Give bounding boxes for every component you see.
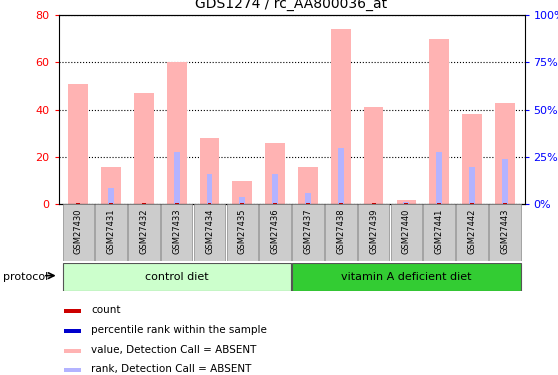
Text: GSM27439: GSM27439 (369, 209, 378, 254)
Bar (292, 204, 324, 261)
Bar (331, 29, 350, 204)
Text: GSM27432: GSM27432 (140, 209, 148, 254)
Text: GSM27435: GSM27435 (238, 209, 247, 254)
Text: percentile rank within the sample: percentile rank within the sample (92, 325, 267, 335)
Bar (62, 262, 291, 291)
Bar (240, 203, 244, 204)
Bar (306, 203, 310, 204)
Bar (405, 203, 408, 204)
Bar (469, 166, 475, 204)
Bar (429, 39, 449, 204)
Text: GSM27442: GSM27442 (468, 209, 477, 254)
Bar (364, 107, 383, 204)
Bar (503, 203, 507, 204)
Bar (339, 203, 343, 204)
Text: GSM27437: GSM27437 (304, 209, 312, 254)
Bar (292, 262, 521, 291)
Bar (502, 159, 508, 204)
Bar (239, 197, 246, 204)
Text: rank, Detection Call = ABSENT: rank, Detection Call = ABSENT (92, 364, 252, 375)
Bar (64, 309, 81, 314)
Text: vitamin A deficient diet: vitamin A deficient diet (341, 272, 472, 282)
Bar (436, 152, 442, 204)
Bar (161, 204, 193, 261)
Text: GSM27440: GSM27440 (402, 209, 411, 254)
Bar (358, 204, 389, 261)
Bar (338, 148, 344, 204)
Text: control diet: control diet (145, 272, 209, 282)
Bar (462, 114, 482, 204)
Bar (194, 204, 225, 261)
Text: value, Detection Call = ABSENT: value, Detection Call = ABSENT (92, 345, 257, 355)
Bar (397, 200, 416, 204)
Text: GSM27441: GSM27441 (435, 209, 444, 254)
Bar (167, 62, 186, 204)
Text: count: count (92, 305, 121, 315)
Bar (265, 143, 285, 204)
Bar (76, 203, 80, 204)
Bar (424, 204, 455, 261)
Text: GSM27436: GSM27436 (271, 209, 280, 254)
Bar (175, 203, 179, 204)
Bar (495, 103, 514, 204)
Bar (142, 203, 146, 204)
Bar (325, 204, 357, 261)
Bar (489, 204, 521, 261)
Bar (95, 204, 127, 261)
Bar (372, 203, 376, 204)
Bar (259, 204, 291, 261)
Title: GDS1274 / rc_AA800036_at: GDS1274 / rc_AA800036_at (195, 0, 388, 11)
Bar (64, 368, 81, 372)
Text: GSM27433: GSM27433 (172, 209, 181, 254)
Bar (69, 84, 88, 204)
Bar (174, 152, 180, 204)
Bar (233, 181, 252, 204)
Bar (62, 204, 94, 261)
Text: GSM27443: GSM27443 (501, 209, 509, 254)
Text: GSM27438: GSM27438 (336, 209, 345, 254)
Bar (305, 192, 311, 204)
Bar (206, 174, 213, 204)
Text: GSM27434: GSM27434 (205, 209, 214, 254)
Bar (437, 203, 441, 204)
Bar (470, 203, 474, 204)
Bar (64, 329, 81, 333)
Bar (273, 203, 277, 204)
Text: protocol: protocol (3, 272, 48, 282)
Bar (200, 138, 219, 204)
Bar (298, 166, 318, 204)
Bar (227, 204, 258, 261)
Bar (128, 204, 160, 261)
Bar (64, 349, 81, 353)
Bar (403, 202, 410, 204)
Bar (208, 203, 211, 204)
Bar (108, 188, 114, 204)
Bar (391, 204, 422, 261)
Text: GSM27431: GSM27431 (107, 209, 116, 254)
Bar (456, 204, 488, 261)
Bar (134, 93, 154, 204)
Text: GSM27430: GSM27430 (74, 209, 83, 254)
Bar (272, 174, 278, 204)
Bar (101, 166, 121, 204)
Bar (109, 203, 113, 204)
